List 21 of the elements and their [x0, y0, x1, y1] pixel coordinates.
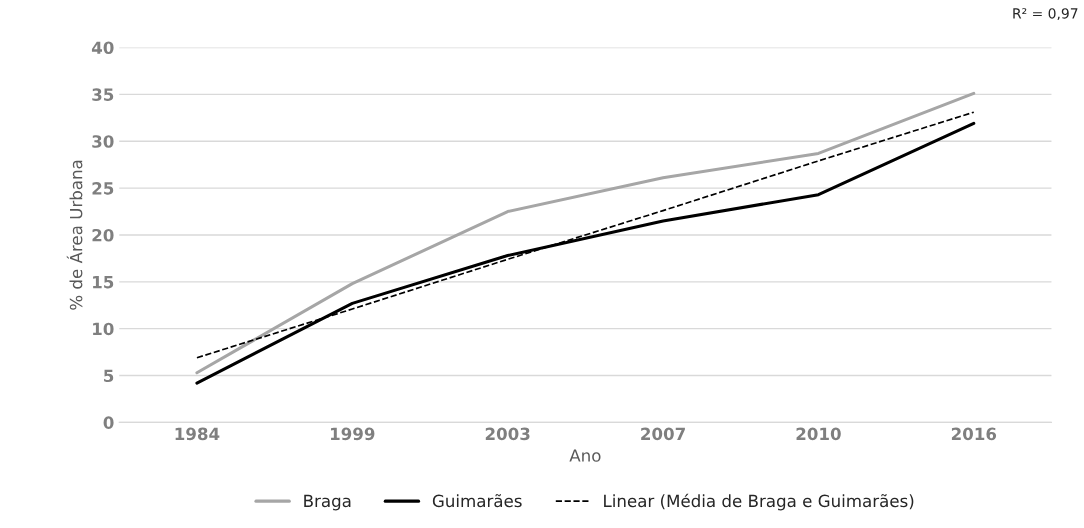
x-tick-label: 1999: [330, 427, 375, 441]
y-tick-label: 30: [92, 135, 114, 148]
y-axis-title: % de Área Urbana: [66, 160, 83, 310]
y-tick-label: 40: [91, 41, 114, 55]
legend-label: Braga: [304, 494, 351, 511]
x-tick-label: 1984: [175, 427, 220, 441]
x-tick-label: 2016: [951, 427, 997, 441]
x-tick-label: 2010: [796, 427, 841, 441]
legend-label: Linear (Média de Braga e Guimarães): [604, 493, 914, 511]
legend-label: Guimarães: [432, 494, 522, 508]
y-tick-label: 35: [92, 88, 114, 101]
y-tick-label: 5: [104, 369, 114, 383]
y-tick-label: 0: [103, 416, 114, 429]
y-tick-label: 15: [93, 276, 114, 289]
y-tick-label: 20: [92, 228, 114, 242]
x-axis-title: Ano: [569, 449, 601, 462]
x-tick-label: 2003: [485, 427, 530, 441]
text: R² = 0,97: [1013, 8, 1078, 21]
y-tick-label: 25: [92, 182, 114, 195]
y-tick-label: 10: [93, 322, 114, 336]
x-tick-label: 2007: [641, 427, 685, 441]
